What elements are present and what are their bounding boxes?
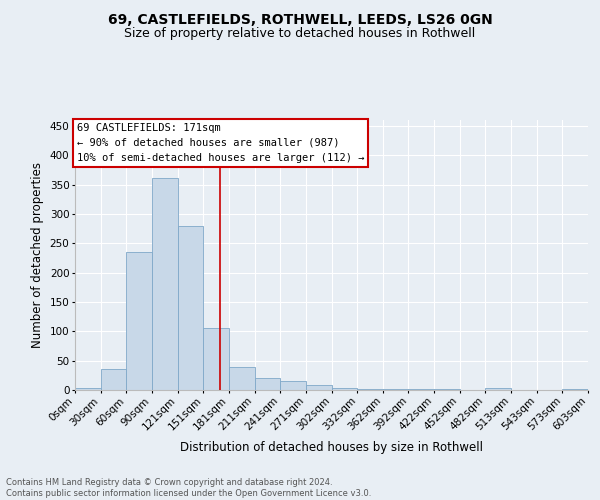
Bar xyxy=(75,388,101,390)
Bar xyxy=(254,378,280,390)
Bar xyxy=(152,178,178,390)
Bar xyxy=(358,389,383,390)
Y-axis label: Number of detached properties: Number of detached properties xyxy=(31,162,44,348)
Text: 69, CASTLEFIELDS, ROTHWELL, LEEDS, LS26 0GN: 69, CASTLEFIELDS, ROTHWELL, LEEDS, LS26 … xyxy=(107,12,493,26)
Bar xyxy=(126,252,152,390)
Bar xyxy=(280,381,305,390)
Bar xyxy=(178,226,203,390)
Bar xyxy=(229,366,254,390)
Bar xyxy=(101,370,126,390)
Bar xyxy=(485,388,511,390)
Bar xyxy=(203,328,229,390)
Text: Size of property relative to detached houses in Rothwell: Size of property relative to detached ho… xyxy=(124,28,476,40)
Bar xyxy=(305,386,332,390)
Text: Contains HM Land Registry data © Crown copyright and database right 2024.
Contai: Contains HM Land Registry data © Crown c… xyxy=(6,478,371,498)
Bar xyxy=(332,388,358,390)
Text: 69 CASTLEFIELDS: 171sqm
← 90% of detached houses are smaller (987)
10% of semi-d: 69 CASTLEFIELDS: 171sqm ← 90% of detache… xyxy=(77,123,364,162)
X-axis label: Distribution of detached houses by size in Rothwell: Distribution of detached houses by size … xyxy=(180,440,483,454)
